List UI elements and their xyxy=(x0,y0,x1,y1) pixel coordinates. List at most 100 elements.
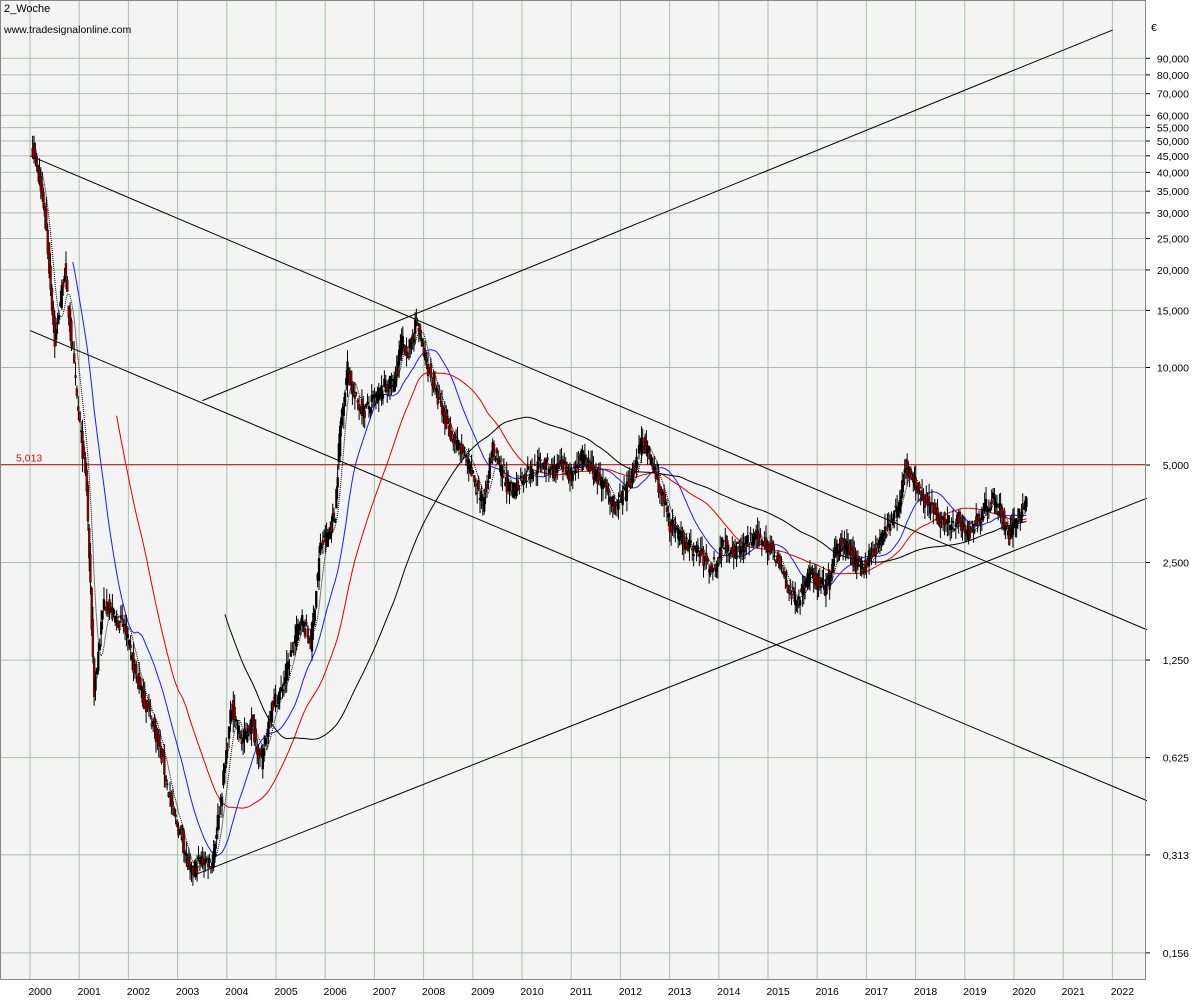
candle-body xyxy=(351,381,354,393)
candle-body xyxy=(535,473,538,475)
candle-body xyxy=(412,339,416,342)
candle-body xyxy=(258,749,262,755)
candle-body xyxy=(759,534,762,538)
candle-body xyxy=(780,564,783,566)
y-tick-label: 25,000 xyxy=(1157,234,1189,246)
candle-body xyxy=(810,569,813,572)
candle-body xyxy=(268,721,271,724)
candle-body xyxy=(561,459,565,472)
candle-body xyxy=(102,599,106,611)
candle-body xyxy=(539,458,542,462)
candle-body xyxy=(822,579,825,582)
candle-body xyxy=(334,519,337,523)
candle-body xyxy=(977,514,981,522)
candle-body xyxy=(436,390,439,405)
currency-label: € xyxy=(1151,22,1157,34)
candle-body xyxy=(306,628,309,638)
candle-body xyxy=(139,678,142,687)
candle-body xyxy=(115,616,118,618)
candle-body xyxy=(943,512,946,525)
candle-body xyxy=(88,528,91,559)
candle-body xyxy=(705,552,708,562)
candle-body xyxy=(164,775,167,782)
x-tick-label: 2004 xyxy=(225,986,249,998)
candle-body xyxy=(577,463,580,468)
candle-body xyxy=(45,208,48,231)
candle-body xyxy=(237,725,241,734)
x-tick-label: 2016 xyxy=(816,986,840,998)
candle-body xyxy=(984,499,988,510)
candle-body xyxy=(227,726,231,739)
candle-body xyxy=(720,550,723,556)
candle-body xyxy=(675,525,678,528)
candle-body xyxy=(522,482,525,485)
candle-body xyxy=(509,482,513,484)
candle-body xyxy=(757,533,761,546)
candle-body xyxy=(634,468,637,472)
candle-body xyxy=(746,534,749,542)
candle-body xyxy=(381,393,385,399)
trend-line-ascending-support xyxy=(192,497,1148,877)
candle-body xyxy=(655,471,659,475)
candle-body xyxy=(972,531,975,534)
candle-body xyxy=(357,404,361,409)
candle-body xyxy=(919,498,922,502)
candle-body xyxy=(74,375,77,378)
candle-body xyxy=(485,483,489,489)
candle-body xyxy=(546,457,549,461)
candle-body xyxy=(46,230,49,254)
candle-body xyxy=(749,532,752,535)
x-tick-label: 2005 xyxy=(274,986,298,998)
candle-body xyxy=(413,319,417,334)
candle-body xyxy=(778,556,782,569)
candle-body xyxy=(691,548,694,551)
candle-body xyxy=(335,488,338,509)
candle-body xyxy=(421,342,424,346)
candle-body xyxy=(342,405,345,416)
candle-body xyxy=(909,468,912,474)
candle-body xyxy=(726,544,730,552)
candle-body xyxy=(429,363,432,378)
candle-body xyxy=(540,466,543,469)
candle-body xyxy=(647,446,650,452)
candle-body xyxy=(405,346,408,356)
candle-body xyxy=(939,516,942,528)
x-tick-label: 2001 xyxy=(78,986,102,998)
candle-body xyxy=(70,320,73,347)
candle-body xyxy=(50,287,54,311)
trend-line-upper-channel xyxy=(202,29,1113,402)
candle-body xyxy=(936,507,939,525)
candle-body xyxy=(796,604,799,606)
candle-body xyxy=(1016,521,1019,523)
candle-body xyxy=(107,610,110,615)
candle-body xyxy=(129,644,132,648)
candle-body xyxy=(715,568,718,572)
candle-body xyxy=(433,383,437,385)
candle-body xyxy=(173,808,176,816)
y-tick-label: 90,000 xyxy=(1157,53,1189,65)
candle-body xyxy=(149,708,152,712)
candle-body xyxy=(791,586,794,589)
candle-body xyxy=(657,474,660,493)
candle-body xyxy=(1017,508,1021,519)
candle-body xyxy=(321,539,325,546)
y-tick-label: 2,500 xyxy=(1163,558,1189,570)
x-tick-label: 2019 xyxy=(963,986,987,998)
candle-body xyxy=(298,625,301,630)
candle-body xyxy=(787,592,791,594)
x-tick-label: 2018 xyxy=(914,986,938,998)
candle-body xyxy=(338,425,342,457)
candle-body xyxy=(394,375,397,385)
candle-body xyxy=(641,437,644,443)
candle-body xyxy=(832,558,835,573)
x-tick-label: 2017 xyxy=(865,986,889,998)
candle-body xyxy=(929,502,932,514)
candle-body xyxy=(326,536,329,547)
candle-body xyxy=(42,192,45,209)
candle-body xyxy=(271,700,274,711)
candle-body xyxy=(197,856,200,860)
candles xyxy=(31,135,1028,886)
candle-body xyxy=(49,265,52,290)
candle-body xyxy=(364,403,368,408)
candle-body xyxy=(464,455,468,458)
